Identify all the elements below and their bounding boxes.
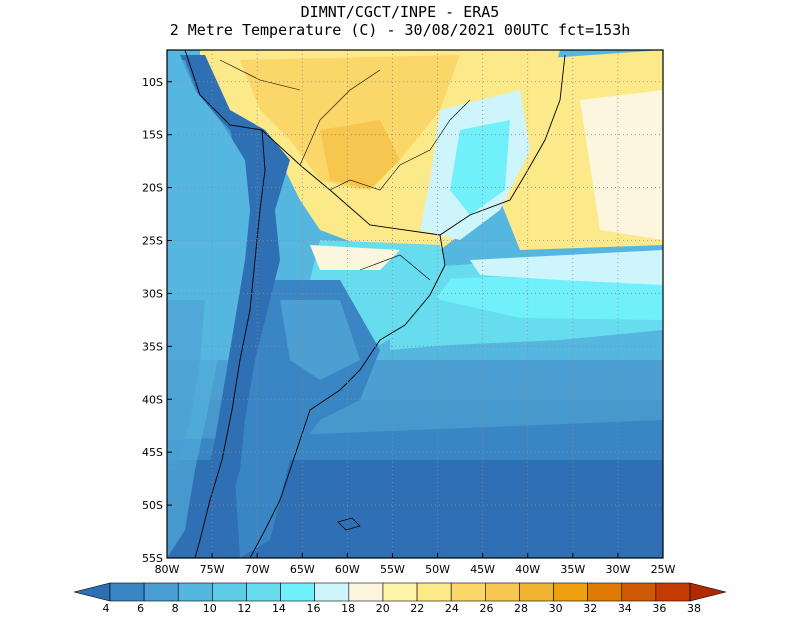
lat-tick-label: 40S [142, 393, 163, 406]
colorbar-label: 38 [687, 602, 701, 615]
lon-tick-label: 70W [245, 563, 270, 576]
colorbar-label: 10 [203, 602, 217, 615]
colorbar-label: 18 [341, 602, 355, 615]
lat-tick-label: 50S [142, 499, 163, 512]
map-subtitle: 2 Metre Temperature (C) - 30/08/2021 00U… [169, 21, 631, 39]
colorbar-swatch [212, 582, 247, 602]
colorbar-label: 12 [237, 602, 251, 615]
lat-tick-label: 55S [142, 552, 163, 565]
lat-tick-label: 10S [142, 76, 163, 89]
colorbar-swatch [382, 582, 418, 602]
colorbar-label: 34 [618, 602, 632, 615]
lon-tick-label: 60W [335, 563, 360, 576]
colorbar-swatch [177, 582, 213, 602]
temperature-field [167, 50, 663, 558]
colorbar-swatch [553, 582, 588, 602]
colorbar-label: 24 [445, 602, 459, 615]
colorbar-swatch [416, 582, 452, 602]
colorbar-swatch [109, 582, 145, 602]
colorbar-label: 14 [272, 602, 286, 615]
map-frame [166, 49, 664, 559]
lon-tick-label: 50W [425, 563, 450, 576]
colorbar-label: 28 [514, 602, 528, 615]
lat-tick-label: 15S [142, 129, 163, 142]
lat-tick-label: 45S [142, 446, 163, 459]
lat-tick-label: 35S [142, 340, 163, 353]
lon-tick-label: 35W [560, 563, 585, 576]
colorbar-label: 20 [376, 602, 390, 615]
lon-tick-label: 75W [200, 563, 225, 576]
colorbar-swatch [587, 582, 623, 602]
colorbar-label: 30 [549, 602, 563, 615]
colorbar-swatch [621, 582, 657, 602]
lon-tick-label: 80W [155, 563, 180, 576]
lat-tick-label: 25S [142, 235, 163, 248]
colorbar-label: 36 [652, 602, 666, 615]
colorbar-swatch [450, 582, 486, 602]
lon-tick-label: 65W [290, 563, 315, 576]
colorbar-label: 8 [172, 602, 179, 615]
colorbar: 4 6 8 10 12 14 16 18 20 22 24 26 28 30 32 34 36 38 [73, 582, 727, 615]
colorbar-swatch [280, 582, 316, 602]
lon-tick-label: 30W [605, 563, 630, 576]
colorbar-swatch [655, 582, 691, 602]
colorbar-swatch [484, 582, 520, 602]
colorbar-under-arrow [73, 582, 111, 602]
colorbar-label: 6 [137, 602, 144, 615]
latitude-axis: 10S 15S 20S 25S 30S 35S 40S 45S 50S 55S [142, 76, 172, 565]
colorbar-label: 22 [410, 602, 424, 615]
lat-tick-label: 20S [142, 182, 163, 195]
colorbar-over-arrow [689, 582, 727, 602]
colorbar-swatch [519, 582, 554, 602]
colorbar-label: 32 [583, 602, 597, 615]
lon-tick-label: 40W [515, 563, 540, 576]
map-title: DIMNT/CGCT/INPE - ERA5 [300, 3, 500, 21]
longitude-axis: 80W 75W 70W 65W 60W 55W 50W 45W 40W 35W 30W 25W [155, 553, 676, 576]
colorbar-label: 4 [103, 602, 110, 615]
graticule [167, 50, 663, 558]
colorbar-swatch [246, 582, 281, 602]
lon-tick-label: 25W [651, 563, 676, 576]
colorbar-swatch [143, 582, 179, 602]
lat-tick-label: 30S [142, 287, 163, 300]
colorbar-swatch [348, 582, 384, 602]
colorbar-label: 16 [307, 602, 321, 615]
lon-tick-label: 45W [470, 563, 495, 576]
coastlines [184, 50, 566, 558]
colorbar-swatch [314, 582, 350, 602]
colorbar-label: 26 [479, 602, 493, 615]
lon-tick-label: 55W [380, 563, 405, 576]
